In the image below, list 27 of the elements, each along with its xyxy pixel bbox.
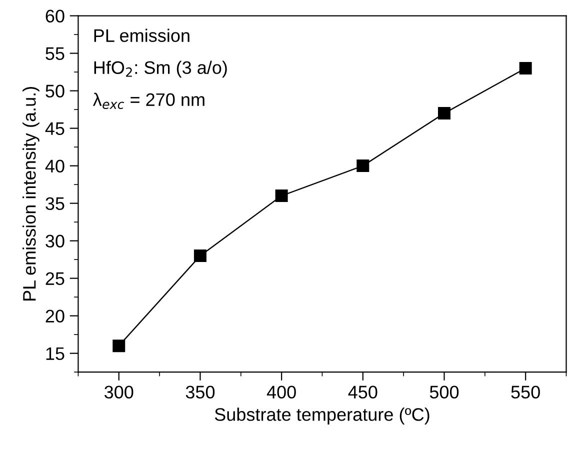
y-tick-label: 30: [46, 234, 64, 248]
point: [356, 160, 370, 172]
y-tick-label: 50: [46, 84, 64, 98]
x-axis-title: Substrate temperature (ºC): [214, 408, 430, 424]
point: [438, 107, 450, 120]
y-tick-label: 55: [46, 47, 64, 60]
point: [194, 250, 206, 262]
y-tick-label: 45: [45, 122, 64, 136]
annotation: HfO$_{2}$: Sm (3 a/o): [94, 60, 227, 78]
x-tick-label: 450: [348, 386, 378, 399]
point: [275, 190, 288, 202]
y-tick-label: 60: [46, 10, 64, 23]
y-tick-label: 15: [46, 347, 64, 360]
x-tick-label: 350: [186, 386, 215, 399]
point: [112, 340, 126, 352]
y-tick-label: 25: [46, 272, 64, 286]
annotation: λ$_{exc}$ = 270 nm: [92, 92, 204, 110]
x-tick-label: 400: [266, 386, 296, 399]
x-tick-label: 300: [104, 386, 134, 399]
y-axis-title: PL emission intensity (a.u.): [22, 87, 40, 300]
y-tick-label: 35: [46, 197, 64, 210]
x-tick-label: 500: [430, 386, 459, 399]
x-tick-label: 550: [511, 386, 540, 399]
y-tick-label: 40: [45, 160, 64, 173]
y-tick-label: 20: [46, 310, 64, 323]
point: [519, 62, 532, 75]
annotation: PL emission: [94, 28, 190, 42]
